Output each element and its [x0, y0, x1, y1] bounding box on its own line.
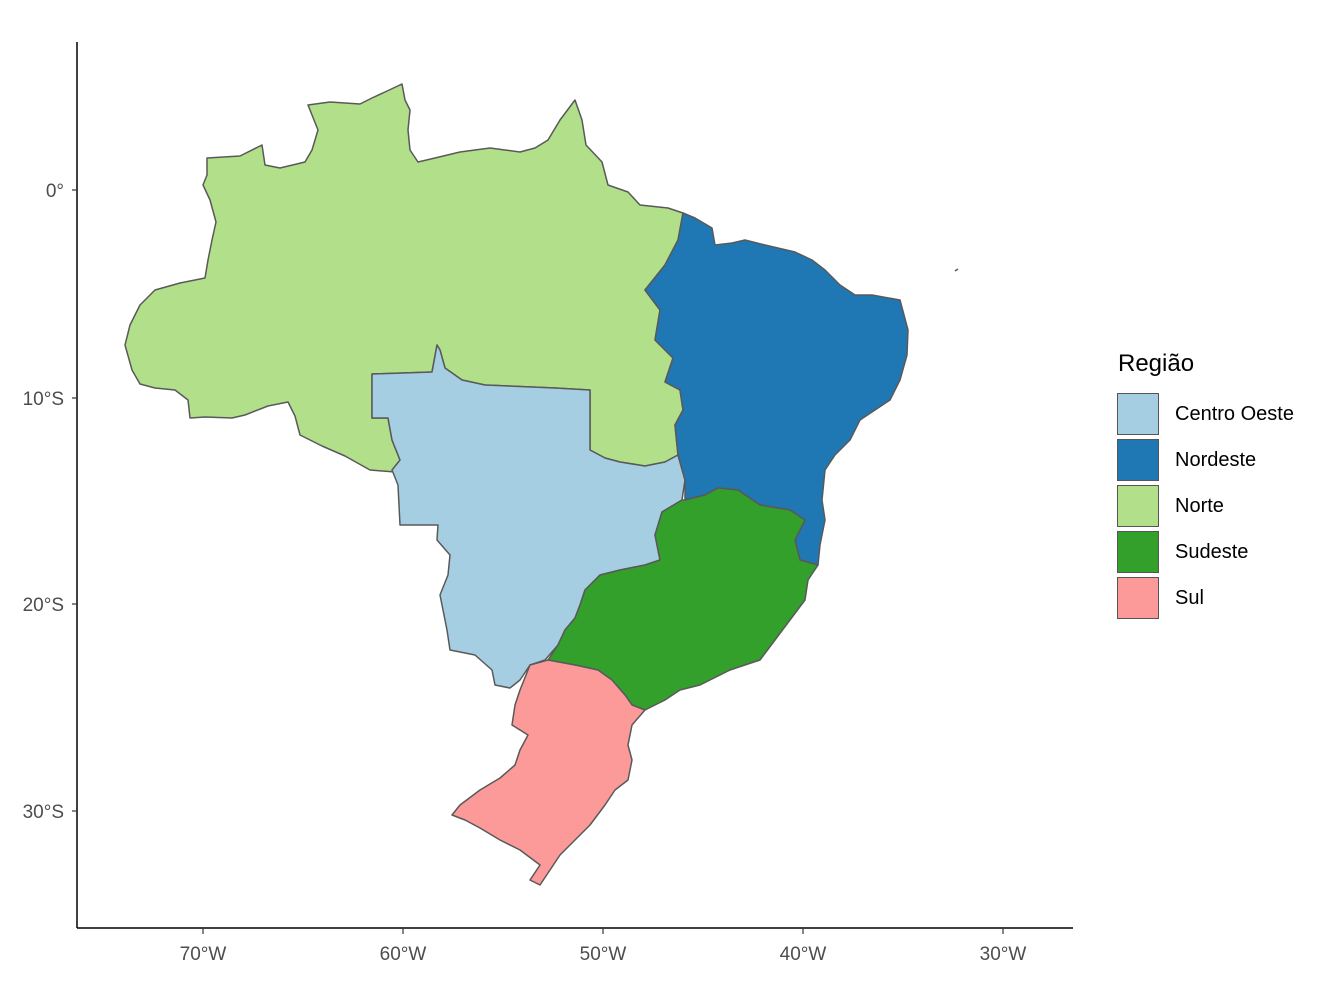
- legend-swatch: [1117, 485, 1159, 527]
- legend-label: Centro Oeste: [1175, 402, 1294, 425]
- legend: Região Centro Oeste Nordeste Norte Sudes…: [1117, 350, 1294, 621]
- x-ticks: 70°W 60°W 50°W 40°W 30°W: [180, 928, 1027, 965]
- y-ticks: 0° 10°S 20°S 30°S: [23, 181, 77, 823]
- legend-item: Norte: [1117, 483, 1294, 529]
- legend-label: Norte: [1175, 494, 1224, 517]
- legend-label: Nordeste: [1175, 448, 1257, 471]
- legend-item: Sudeste: [1117, 529, 1294, 575]
- x-tick-label: 60°W: [380, 944, 427, 965]
- legend-item: Sul: [1117, 575, 1294, 621]
- legend-item: Nordeste: [1117, 437, 1294, 483]
- legend-swatch: [1117, 531, 1159, 573]
- legend-swatch: [1117, 577, 1159, 619]
- region-nordeste: [644, 212, 909, 566]
- y-tick-label: 10°S: [23, 389, 64, 410]
- y-tick-label: 30°S: [23, 802, 64, 823]
- x-tick-label: 30°W: [980, 944, 1027, 965]
- legend-item: Centro Oeste: [1117, 391, 1294, 437]
- y-tick-label: 0°: [46, 181, 64, 202]
- x-tick-label: 50°W: [580, 944, 627, 965]
- legend-title: Região: [1118, 350, 1195, 377]
- x-tick-label: 70°W: [180, 944, 227, 965]
- legend-label: Sudeste: [1175, 540, 1249, 563]
- x-tick-label: 40°W: [780, 944, 827, 965]
- y-tick-label: 20°S: [23, 595, 64, 616]
- legend-label: Sul: [1175, 586, 1204, 609]
- legend-swatch: [1117, 439, 1159, 481]
- region-sul: [451, 659, 646, 886]
- legend-swatch: [1117, 393, 1159, 435]
- island-mark: [954, 268, 959, 272]
